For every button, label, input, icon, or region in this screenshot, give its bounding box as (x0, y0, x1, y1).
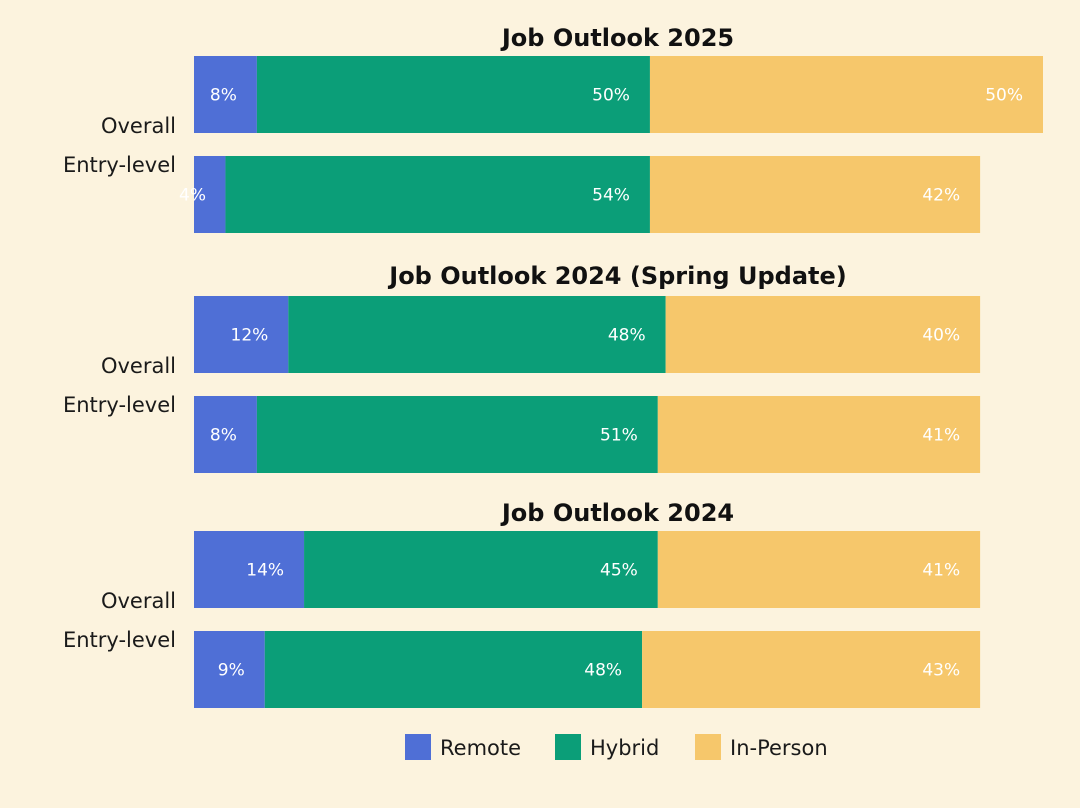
row-label: Overall (101, 114, 176, 138)
bar-segment-remote (194, 631, 265, 708)
group-title: Job Outlook 2025 (500, 24, 734, 52)
row-label: Entry-level (63, 393, 176, 417)
data-label: 51% (600, 426, 638, 446)
bar-segment-in-person (665, 296, 981, 373)
bar-row-overall: Overall 14% 45% 41% (101, 531, 981, 613)
row-label: Entry-level (63, 628, 176, 652)
data-label: 8% (210, 426, 237, 446)
data-label: 12% (231, 326, 269, 346)
data-label: 43% (922, 661, 960, 681)
bar-segment-hybrid (225, 156, 650, 233)
data-label: 42% (922, 186, 960, 206)
group-title: Job Outlook 2024 (500, 499, 734, 527)
bar-row-entry-level: Entry-level 9% 48% 43% (63, 628, 981, 708)
data-label: 4% (179, 186, 206, 206)
bar-segment-hybrid (256, 396, 658, 473)
legend-label: Remote (440, 736, 521, 760)
bar-segment-remote (194, 56, 257, 133)
data-label: 45% (600, 561, 638, 581)
row-label: Overall (101, 589, 176, 613)
bar-segment-hybrid (288, 296, 666, 373)
bar-row-overall: Overall 12% 48% 40% (101, 296, 981, 378)
bar-row-overall: Overall 8% 50% 50% (101, 56, 1043, 138)
bar-group-2: Job Outlook 2024 (Spring Update) Overall 1… (63, 262, 981, 473)
data-label: 50% (985, 86, 1023, 106)
bar-group-1: Job Outlook 2025 Overall 8% 50% 50% Entry-lev… (63, 24, 1043, 233)
data-label: 41% (922, 561, 960, 581)
bar-segment-in-person (657, 531, 981, 608)
bar-segment-remote (194, 396, 257, 473)
data-label: 50% (592, 86, 630, 106)
legend-swatch (555, 734, 581, 760)
legend-item-in-person[interactable]: In-Person (695, 734, 828, 760)
bar-segment-in-person (642, 631, 981, 708)
data-label: 8% (210, 86, 237, 106)
data-label: 48% (608, 326, 646, 346)
legend-item-hybrid[interactable]: Hybrid (555, 734, 659, 760)
bar-segment-remote (194, 156, 226, 233)
bar-segment-in-person (649, 56, 1043, 133)
bar-segment-in-person (649, 156, 981, 233)
bar-segment-in-person (657, 396, 981, 473)
bar-segment-hybrid (304, 531, 658, 608)
bar-group-3: Job Outlook 2024 Overall 14% 45% 41% Entry-le… (63, 499, 981, 708)
bar-segment-hybrid (256, 56, 650, 133)
bar-segment-hybrid (264, 631, 643, 708)
bar-row-entry-level: Entry-level 8% 51% 41% (63, 393, 981, 473)
bar-segment-remote (194, 296, 289, 373)
data-label: 9% (218, 661, 245, 681)
data-label: 40% (922, 326, 960, 346)
data-label: 48% (584, 661, 622, 681)
data-label: 41% (922, 426, 960, 446)
legend-swatch (695, 734, 721, 760)
data-label: 14% (246, 561, 284, 581)
legend-item-remote[interactable]: Remote (405, 734, 521, 760)
legend-label: In-Person (730, 736, 828, 760)
legend: Remote Hybrid In-Person (405, 734, 828, 760)
data-label: 54% (592, 186, 630, 206)
row-label: Entry-level (63, 153, 176, 177)
legend-label: Hybrid (590, 736, 659, 760)
group-title: Job Outlook 2024 (Spring Update) (387, 262, 846, 290)
row-label: Overall (101, 354, 176, 378)
bar-segment-remote (194, 531, 305, 608)
legend-swatch (405, 734, 431, 760)
